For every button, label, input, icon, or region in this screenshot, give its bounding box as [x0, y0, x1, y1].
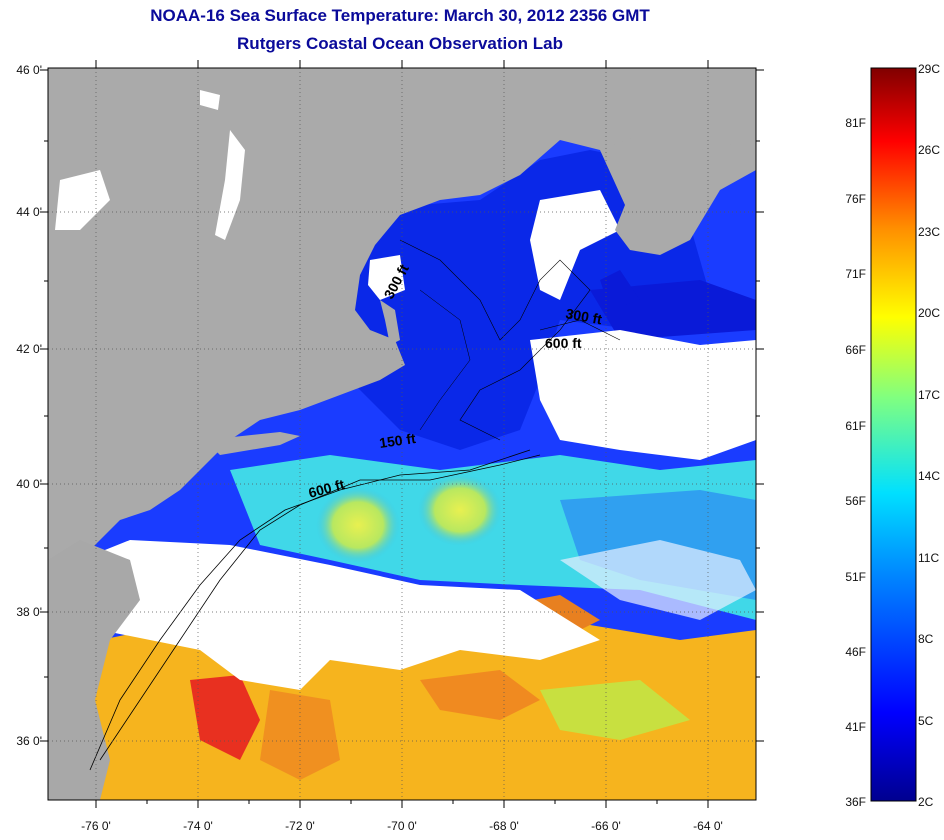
axis-ticks [40, 60, 764, 808]
lat-label: 46 0' [16, 63, 42, 77]
map-subtitle: Rutgers Coastal Ocean Observation Lab [237, 34, 563, 53]
lon-label: -70 0' [387, 819, 417, 833]
lat-label: 36 0' [16, 734, 42, 748]
lat-label: 38 0' [16, 605, 42, 619]
scale-label-c: 17C [918, 388, 941, 402]
scale-label-c: 11C [918, 551, 940, 565]
scale-label-f: 36F [845, 795, 866, 809]
contour-150ft [89, 449, 531, 771]
cloud-cover-east [530, 330, 756, 460]
scale-label-c: 29C [918, 62, 941, 76]
eddy-east [418, 474, 502, 546]
scale-label-f: 41F [845, 720, 866, 734]
delmarva [48, 540, 140, 800]
contour-600ft [99, 454, 541, 761]
scale-label-f: 71F [845, 267, 866, 281]
lon-label: -68 0' [489, 819, 519, 833]
scale-label-f: 61F [845, 419, 866, 433]
scale-label-c: 2C [918, 795, 934, 809]
map-title: NOAA-16 Sea Surface Temperature: March 3… [150, 6, 650, 25]
lon-label: -64 0' [693, 819, 723, 833]
scale-label-f: 46F [845, 645, 866, 659]
lat-label: 42 0' [16, 342, 42, 356]
scale-label-c: 23C [918, 225, 941, 239]
lon-label: -72 0' [285, 819, 315, 833]
scale-label-c: 20C [918, 306, 941, 320]
scale-label-f: 66F [845, 343, 866, 357]
eddy-west [316, 487, 400, 563]
scale-label-c: 26C [918, 143, 941, 157]
nova-scotia [600, 135, 756, 255]
scale-label-c: 5C [918, 714, 934, 728]
long-island [205, 432, 300, 455]
scale-label-f: 76F [845, 192, 866, 206]
scale-label-c: 14C [918, 469, 941, 483]
lat-label: 40 0' [16, 477, 42, 491]
contour-label: 600 ft [545, 335, 582, 351]
contour-label: 300 ft [564, 305, 603, 327]
color-scale-bar [870, 67, 917, 802]
contour-label: 150 ft [378, 430, 417, 451]
contour-300ft [399, 239, 591, 441]
scale-label-f: 56F [845, 494, 866, 508]
lon-label: -76 0' [81, 819, 111, 833]
gulf-stream-hot [190, 675, 260, 760]
land [48, 68, 756, 800]
scale-label-f: 81F [845, 116, 866, 130]
lat-label: 44 0' [16, 205, 42, 219]
scale-label-c: 8C [918, 632, 934, 646]
lon-label: -74 0' [183, 819, 213, 833]
lon-label: -66 0' [591, 819, 621, 833]
cloud-cover-south [80, 540, 600, 690]
scale-label-f: 51F [845, 570, 866, 584]
